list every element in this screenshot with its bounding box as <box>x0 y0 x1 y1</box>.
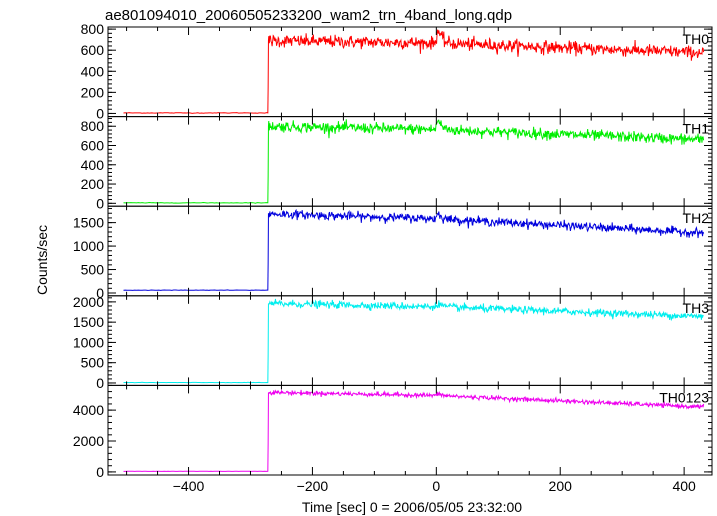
legend-th2: TH2 <box>683 210 710 226</box>
y-tick-label: 0 <box>96 375 104 391</box>
panel-th3: 0 500 1000 1500 2000 TH3 <box>73 294 713 391</box>
panel-frame <box>107 295 713 386</box>
series-line-th3 <box>123 298 704 384</box>
y-tick-label: 4000 <box>73 402 104 418</box>
y-tick-label: 2000 <box>73 433 104 449</box>
x-ticks <box>126 116 685 207</box>
y-tick-label: 0 <box>96 105 104 121</box>
y-ticks: 0 2000 4000 <box>73 384 712 480</box>
panel-th1: 0 200 400 600 800 TH1 <box>81 116 713 211</box>
series-line-th0123 <box>123 389 705 472</box>
legend-th0123: TH0123 <box>659 389 709 405</box>
y-tick-label: 2000 <box>73 294 104 310</box>
y-tick-label: 400 <box>81 63 105 79</box>
y-tick-label: 500 <box>81 262 105 278</box>
legend-th1: TH1 <box>683 121 710 137</box>
x-tick-label: 400 <box>672 478 696 494</box>
panel-th0: 0 200 400 600 800 TH0 <box>81 21 713 121</box>
panels: 0 200 400 600 800 TH0 0 200 400 600 800 TH1 0 500 1000… <box>73 21 713 494</box>
series-line-th0 <box>123 29 705 114</box>
y-axis-label: Counts/sec <box>34 225 50 295</box>
legend-th0: TH0 <box>683 31 710 47</box>
y-tick-label: 0 <box>96 285 104 301</box>
panel-th2: 0 500 1000 1500 TH2 <box>73 205 713 301</box>
x-tick-label: −400 <box>173 478 205 494</box>
y-tick-label: 200 <box>81 84 105 100</box>
y-tick-label: 500 <box>81 355 105 371</box>
y-tick-label: 800 <box>81 118 105 134</box>
x-ticks <box>126 385 685 475</box>
panel-frame <box>107 116 713 207</box>
x-ticks <box>126 206 685 296</box>
series-line-th1 <box>123 119 705 204</box>
x-tick-label: 0 <box>432 478 440 494</box>
y-tick-label: 1500 <box>73 215 104 231</box>
y-tick-label: 0 <box>96 195 104 211</box>
panel-frame <box>107 384 713 476</box>
y-ticks: 0 500 1000 1500 <box>73 208 712 301</box>
x-tick-label: 200 <box>549 478 573 494</box>
x-ticks <box>126 295 685 386</box>
y-ticks: 0 500 1000 1500 2000 <box>73 294 712 391</box>
y-tick-label: 800 <box>81 21 105 37</box>
legend-th3: TH3 <box>683 300 710 316</box>
y-tick-label: 1500 <box>73 314 104 330</box>
x-axis-label: Time [sec] 0 = 2006/05/05 23:32:00 <box>302 499 522 515</box>
y-tick-label: 1000 <box>73 334 104 350</box>
y-tick-label: 200 <box>81 176 105 192</box>
chart-title: ae801094010_20060505233200_wam2_trn_4ban… <box>105 7 512 24</box>
y-tick-label: 600 <box>81 138 105 154</box>
panel-th0123: 0 2000 4000 TH0123 <box>73 384 713 480</box>
x-tick-labels: −400 −200 0 200 400 <box>173 478 696 494</box>
series-line-th2 <box>123 208 705 291</box>
y-ticks: 0 200 400 600 800 <box>81 21 712 121</box>
x-tick-label: −200 <box>297 478 329 494</box>
y-tick-label: 400 <box>81 157 105 173</box>
y-tick-label: 0 <box>96 464 104 480</box>
y-tick-label: 600 <box>81 42 105 58</box>
y-ticks: 0 200 400 600 800 <box>81 118 712 211</box>
y-tick-label: 1000 <box>73 238 104 254</box>
x-ticks <box>126 27 685 117</box>
